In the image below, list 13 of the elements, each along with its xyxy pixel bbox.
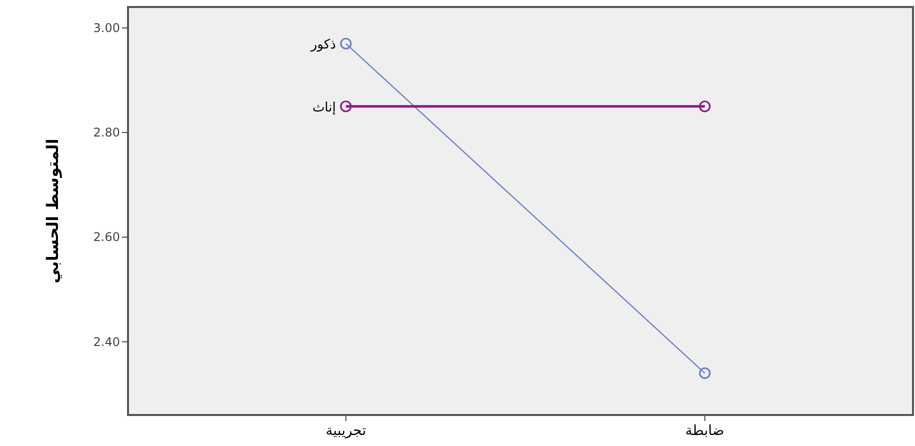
point xyxy=(340,38,352,50)
point xyxy=(699,367,711,379)
y-tick-label: 3.00 xyxy=(93,20,120,35)
x-tick-label: ضابطة xyxy=(685,423,724,439)
point xyxy=(699,100,711,112)
y-tick-label: 2.60 xyxy=(93,230,120,244)
x-tick-label: تجريبية xyxy=(326,423,366,439)
point xyxy=(340,100,352,112)
series-label: إناث xyxy=(312,100,336,116)
y-axis-title: المتوسط الحسابي xyxy=(43,138,62,284)
series-label: ذكور xyxy=(310,38,336,53)
y-tick-label: 2.40 xyxy=(93,334,120,349)
y-tick-label: 2.80 xyxy=(93,126,120,140)
